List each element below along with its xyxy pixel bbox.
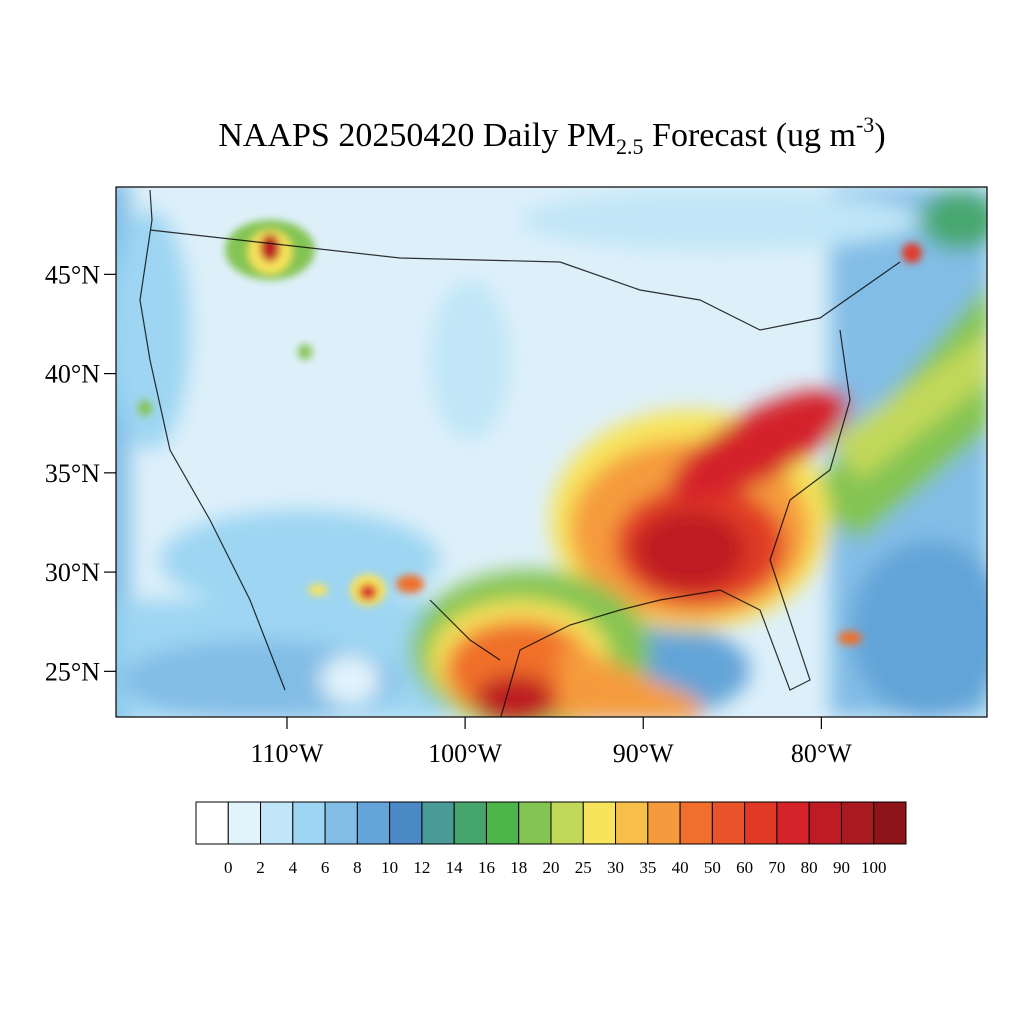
lat-label: 35°N xyxy=(45,459,100,488)
lat-label: 30°N xyxy=(45,558,100,587)
lat-label: 40°N xyxy=(45,360,100,389)
colorbar-label: 50 xyxy=(704,858,721,877)
colorbar-label: 10 xyxy=(381,858,398,877)
colorbar-label: 4 xyxy=(289,858,298,877)
colorbar-box xyxy=(744,801,778,845)
colorbar-box xyxy=(711,801,746,845)
colorbar-label: 20 xyxy=(543,858,560,877)
colorbar-box xyxy=(227,801,262,845)
colorbar-label: 80 xyxy=(801,858,818,877)
colorbar-label: 8 xyxy=(353,858,362,877)
lat-label: 25°N xyxy=(45,657,100,686)
colorbar-box xyxy=(356,801,391,845)
lon-label: 90°W xyxy=(613,739,674,768)
colorbar-label: 18 xyxy=(510,858,527,877)
colorbar-box xyxy=(647,801,681,845)
colorbar-label: 70 xyxy=(768,858,785,877)
colorbar-box xyxy=(453,801,487,845)
colorbar-label: 40 xyxy=(672,858,689,877)
title: NAAPS 20250420 Daily PM2.5 Forecast (ug … xyxy=(218,112,885,159)
title-text: Forecast (ug m xyxy=(644,117,856,154)
colorbar-label: 100 xyxy=(861,858,887,877)
colorbar-box xyxy=(679,801,713,845)
map-frame xyxy=(115,186,988,718)
colorbar-box xyxy=(873,801,907,845)
colorbar-box xyxy=(324,801,358,845)
lon-label: 100°W xyxy=(428,739,502,768)
colorbar-box xyxy=(260,801,294,845)
colorbar-label: 14 xyxy=(446,858,464,877)
colorbar-box xyxy=(582,801,617,845)
colorbar-label: 25 xyxy=(575,858,592,877)
colorbar-box xyxy=(840,801,875,845)
colorbar-box xyxy=(518,801,552,845)
colorbar-label: 2 xyxy=(256,858,265,877)
colorbar-label: 12 xyxy=(413,858,430,877)
colorbar-label: 6 xyxy=(321,858,330,877)
title-text: NAAPS 20250420 Daily PM xyxy=(218,117,616,154)
colorbar-box xyxy=(195,801,229,845)
colorbar-box xyxy=(615,801,649,845)
colorbar-box xyxy=(550,801,584,845)
colorbar-label: 35 xyxy=(639,858,656,877)
map-field xyxy=(116,187,987,717)
title-text: ) xyxy=(874,117,885,154)
lat-label: 45°N xyxy=(45,260,100,289)
colorbar-label: 30 xyxy=(607,858,624,877)
colorbar-box xyxy=(421,801,455,845)
colorbar-box xyxy=(776,801,810,845)
title-subscript: 2.5 xyxy=(616,134,644,159)
colorbar-label: 60 xyxy=(736,858,753,877)
colorbar: 0 2 4 6 8 10 12 14 16 18 20 25 30 35 40 50 60 70 80 90 100 xyxy=(195,801,907,877)
colorbar-box xyxy=(485,801,520,845)
colorbar-label: 90 xyxy=(833,858,850,877)
colorbar-box xyxy=(389,801,423,845)
colorbar-label: 0 xyxy=(224,858,233,877)
lon-label: 80°W xyxy=(791,739,852,768)
lon-label: 110°W xyxy=(251,739,324,768)
title-superscript: -3 xyxy=(856,112,874,137)
colorbar-box xyxy=(808,801,842,845)
map-axes: 45°N 40°N 35°N 30°N 25°N 110°W 100°W 90°W 80°W xyxy=(45,260,852,768)
colorbar-label: 16 xyxy=(478,858,495,877)
colorbar-box xyxy=(292,801,326,845)
